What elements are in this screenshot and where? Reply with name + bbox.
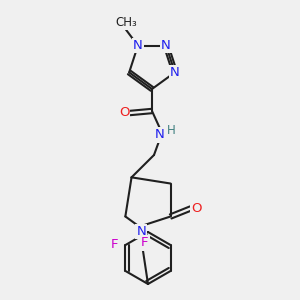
- Text: N: N: [161, 39, 171, 52]
- Text: N: N: [136, 225, 146, 238]
- Text: N: N: [170, 66, 180, 79]
- Text: H: H: [167, 124, 176, 137]
- Text: N: N: [133, 39, 143, 52]
- Text: F: F: [111, 238, 118, 251]
- Text: CH₃: CH₃: [115, 16, 137, 29]
- Text: N: N: [155, 128, 165, 142]
- Text: O: O: [119, 106, 129, 119]
- Text: F: F: [141, 236, 149, 250]
- Text: O: O: [191, 202, 202, 215]
